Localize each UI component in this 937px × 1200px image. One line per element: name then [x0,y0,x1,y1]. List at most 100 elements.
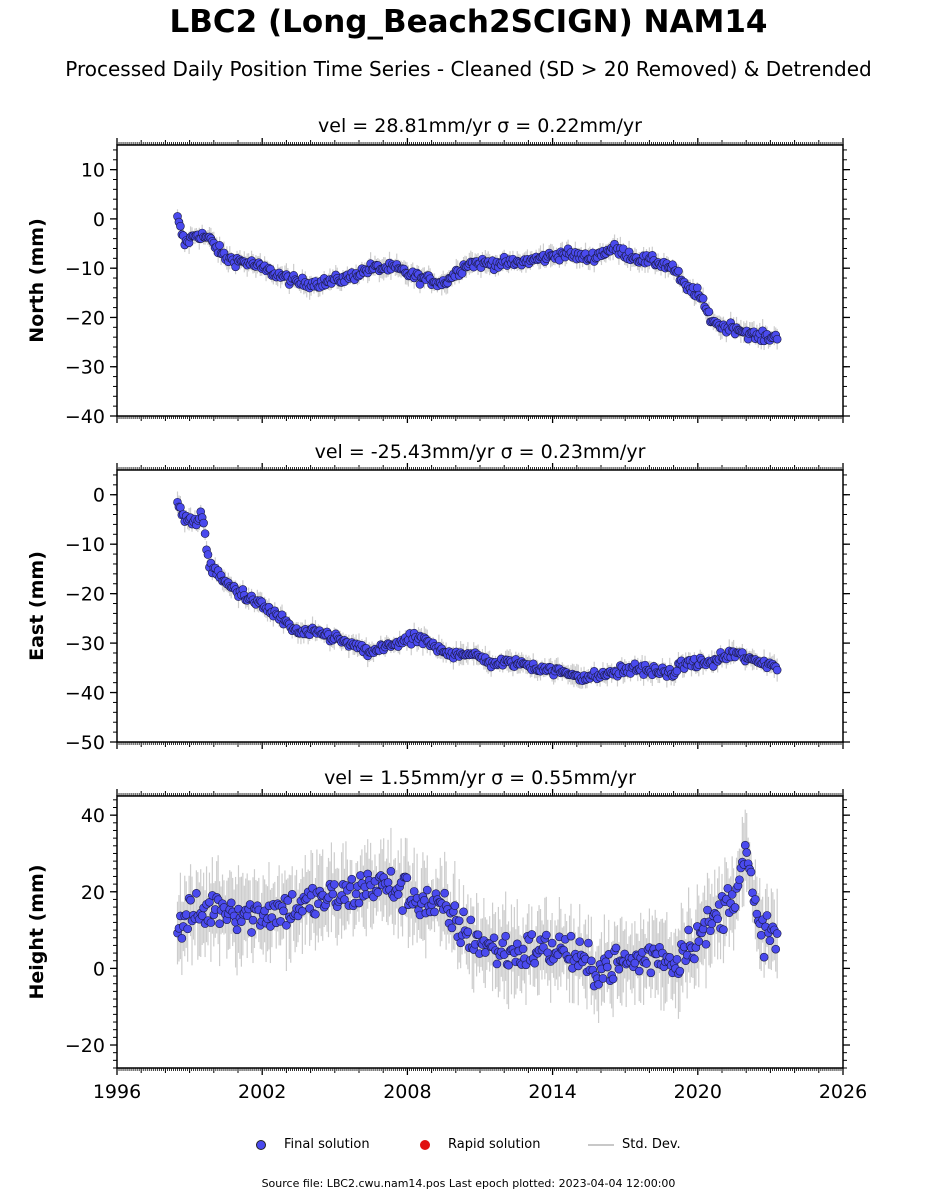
data-point [440,888,449,898]
data-point [608,974,618,984]
y-tick-label: −10 [65,534,105,556]
legend-final-label: Final solution [284,1137,370,1152]
data-point [276,917,285,926]
data-point [176,221,185,231]
panel-title: vel = 1.55mm/yr σ = 0.55mm/yr [324,767,636,789]
legend-item-rapid: Rapid solution [420,1137,540,1152]
data-point [200,529,210,538]
x-tick-label: 1996 [93,1081,141,1103]
series-final [173,491,782,689]
data-point [282,921,291,930]
data-point [347,874,357,884]
data-point [215,919,224,928]
panel-1: vel = -25.43mm/yr σ = 0.23mm/yr East (mm)… [26,441,850,754]
data-point [704,307,714,317]
y-tick-label: −40 [65,406,105,428]
data-point [575,937,585,946]
legend-final-marker [256,1139,266,1150]
chart-legend: Final solution Rapid solution Std. Dev. [0,1137,937,1157]
data-point [183,924,192,934]
data-point [530,958,539,968]
y-tick-label: 20 [81,882,105,904]
y-tick-label: 0 [93,485,105,507]
y-tick-label: −20 [65,1035,105,1057]
data-point [713,914,722,924]
x-tick-label: 2026 [819,1081,867,1103]
x-tick-label: 2020 [674,1081,722,1103]
data-point [771,944,781,954]
y-tick-label: −20 [65,584,105,606]
data-point [398,906,407,915]
y-tick-label: −30 [65,633,105,655]
data-point [373,888,383,897]
data-point [463,927,473,937]
data-point [447,923,457,933]
data-point [473,930,483,939]
data-point [751,895,760,904]
series-final [173,809,782,1023]
panel-0: vel = 28.81mm/yr σ = 0.22mm/yr North (mm)… [26,115,850,428]
data-point [237,917,246,926]
data-point [328,889,338,899]
data-point [730,903,740,912]
data-point [634,966,644,976]
data-point [674,266,683,276]
data-point [226,898,236,908]
data-point [543,948,553,958]
y-tick-label: −10 [65,258,105,280]
data-point [762,911,772,920]
data-point [735,875,744,885]
data-point [694,937,704,946]
data-point [742,848,751,857]
y-tick-label: 40 [81,805,105,827]
data-point [298,906,307,916]
data-point [759,952,769,962]
data-point [542,930,551,940]
data-point [203,550,213,559]
y-axis-label: North (mm) [26,218,48,343]
data-point [356,871,365,880]
data-point [598,974,608,983]
data-point [703,905,712,915]
data-point [746,867,756,877]
data-point [386,867,396,876]
data-point [698,294,708,303]
panel-title: vel = -25.43mm/yr σ = 0.23mm/yr [315,441,646,463]
data-point [215,241,224,250]
chart-subtitle: Processed Daily Position Time Series - C… [65,57,872,81]
data-point [340,895,349,904]
x-tick-label: 2002 [238,1081,286,1103]
data-point [393,890,403,899]
data-point [345,882,355,892]
data-point [772,334,782,344]
data-point [232,925,242,935]
data-point [584,938,593,948]
plot-frame [116,144,844,417]
data-point [765,936,775,945]
data-point [614,964,624,974]
data-point [675,966,685,976]
data-point [587,956,596,966]
y-tick-label: 10 [81,160,105,182]
data-point [206,918,216,927]
y-axis-label: Height (mm) [26,864,48,999]
data-point [719,925,728,934]
data-point [351,889,361,899]
data-point [642,959,651,968]
legend-stddev-label: Std. Dev. [622,1137,681,1152]
y-tick-label: −30 [65,357,105,379]
data-point [566,931,576,941]
y-tick-label: −50 [65,732,105,754]
data-point [684,925,693,935]
data-point [706,926,715,936]
data-point [354,898,364,908]
data-point [311,909,320,919]
x-tick-label: 2008 [383,1081,431,1103]
data-point [466,915,476,925]
data-point [402,873,412,883]
data-point [611,943,621,953]
source-footer: Source file: LBC2.cwu.nam14.pos Last epo… [261,1177,676,1190]
data-point [756,930,766,940]
data-point [723,884,733,893]
legend-item-final: Final solution [256,1137,370,1152]
